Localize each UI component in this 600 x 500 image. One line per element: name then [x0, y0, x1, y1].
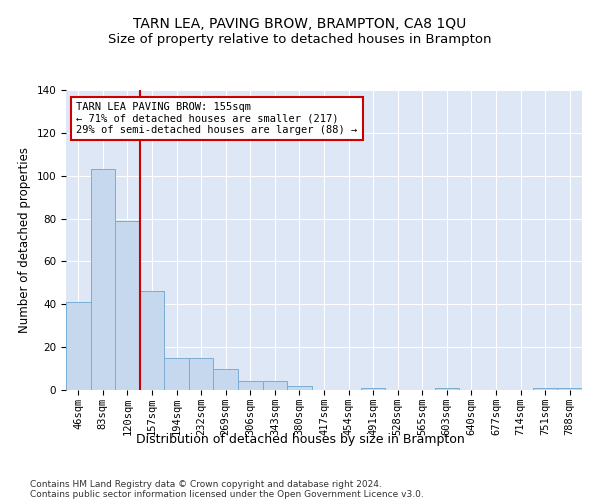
- Y-axis label: Number of detached properties: Number of detached properties: [18, 147, 31, 333]
- Bar: [189, 358, 214, 390]
- Bar: [434, 388, 459, 390]
- Text: Size of property relative to detached houses in Brampton: Size of property relative to detached ho…: [108, 32, 492, 46]
- Text: Contains HM Land Registry data © Crown copyright and database right 2024.
Contai: Contains HM Land Registry data © Crown c…: [30, 480, 424, 500]
- Bar: [361, 388, 385, 390]
- Bar: [287, 386, 312, 390]
- Bar: [115, 220, 140, 390]
- Bar: [164, 358, 189, 390]
- Bar: [533, 388, 557, 390]
- Text: TARN LEA, PAVING BROW, BRAMPTON, CA8 1QU: TARN LEA, PAVING BROW, BRAMPTON, CA8 1QU: [133, 18, 467, 32]
- Text: TARN LEA PAVING BROW: 155sqm
← 71% of detached houses are smaller (217)
29% of s: TARN LEA PAVING BROW: 155sqm ← 71% of de…: [76, 102, 358, 135]
- Bar: [140, 292, 164, 390]
- Bar: [91, 170, 115, 390]
- Bar: [557, 388, 582, 390]
- Bar: [214, 368, 238, 390]
- Text: Distribution of detached houses by size in Brampton: Distribution of detached houses by size …: [136, 432, 464, 446]
- Bar: [263, 382, 287, 390]
- Bar: [66, 302, 91, 390]
- Bar: [238, 382, 263, 390]
